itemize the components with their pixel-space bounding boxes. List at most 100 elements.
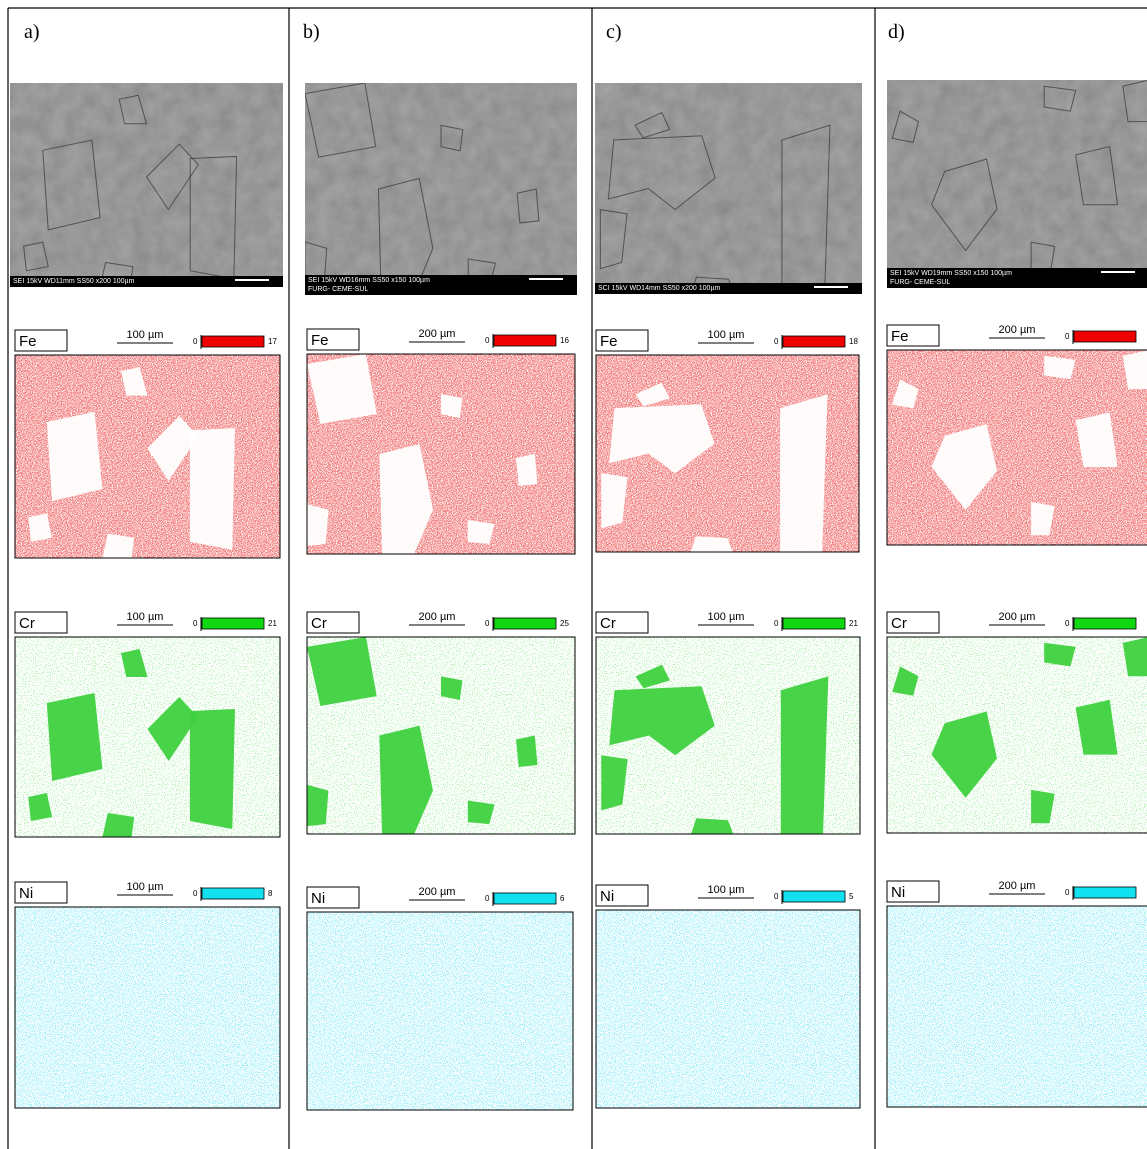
colorbar	[494, 335, 556, 346]
element-map: Cr100 µm021	[15, 611, 280, 837]
map-phase	[1044, 356, 1075, 379]
colorbar-max: 21	[849, 619, 858, 628]
element-map: Ni 100 µm 0 8	[15, 881, 280, 1108]
element-label: Cr	[891, 615, 907, 632]
sem-texture	[10, 83, 283, 287]
scale-label: 200 µm	[419, 886, 456, 898]
map-phase	[780, 394, 827, 552]
map-phase	[47, 412, 103, 501]
colorbar-max: 16	[560, 336, 569, 345]
element-map: Fe100 µm018	[596, 329, 859, 552]
map-image	[887, 350, 1147, 545]
sem-footer-text: FURG- CEME-SUL	[890, 279, 950, 286]
colorbar	[783, 891, 845, 902]
map-image	[15, 907, 280, 1108]
map-image	[887, 906, 1147, 1107]
scale-label: 200 µm	[419, 328, 456, 340]
map-phase	[190, 709, 235, 829]
element-label: Fe	[19, 333, 37, 350]
sem-image: SEI 15kV WD11mm SS50 x200 100µm	[10, 83, 283, 287]
colorbar-max: 18	[849, 337, 858, 346]
panel-label: b)	[303, 21, 320, 43]
colorbar-min: 0	[774, 619, 779, 628]
sem-image: SEI 15kV WD19mm SS50 x150 100µm FURG- CEM…	[887, 80, 1147, 288]
panel-label: a)	[24, 21, 40, 43]
colorbar-max: 8	[268, 889, 273, 898]
map-phase	[47, 693, 103, 781]
map-image	[596, 637, 860, 834]
scale-label: 200 µm	[999, 611, 1036, 623]
panel: d) SEI 15kV WD19mm SS50 x150 100µm FURG- C…	[887, 21, 1147, 1107]
colorbar	[1074, 887, 1136, 898]
element-label: Cr	[311, 615, 327, 632]
map-phase	[307, 504, 328, 546]
element-map: Fe 200 µm 0 16	[307, 328, 575, 554]
colorbar-min: 0	[1065, 332, 1070, 341]
colorbar	[494, 893, 556, 904]
map-phase	[102, 534, 134, 558]
sem-footer-text: SCI 15kV WD14mm SS50 x200 100µm	[598, 285, 720, 292]
element-label: Ni	[311, 890, 325, 907]
scale-label: 100 µm	[708, 884, 745, 896]
element-label: Fe	[600, 333, 618, 350]
scale-label: 100 µm	[127, 881, 164, 893]
element-label: Cr	[19, 615, 35, 632]
colorbar	[202, 888, 264, 899]
map-image	[307, 354, 575, 554]
map-phase	[516, 736, 537, 768]
colorbar-max: 17	[268, 337, 277, 346]
colorbar	[494, 618, 556, 629]
colorbar	[783, 336, 845, 347]
colorbar-min: 0	[774, 892, 779, 901]
map-phase	[102, 813, 134, 837]
scale-label: 200 µm	[419, 611, 456, 623]
page: {"panels": [ {"label": "a)", "sem_footer…	[0, 0, 1147, 1149]
map-image	[307, 912, 573, 1110]
sem-footer-text: FURG- CEME-SUL	[308, 286, 368, 293]
colorbar-min: 0	[193, 337, 198, 346]
colorbar-min: 0	[485, 619, 490, 628]
colorbar-min: 0	[193, 889, 198, 898]
map-texture	[15, 907, 280, 1108]
sem-image: SCI 15kV WD14mm SS50 x200 100µm	[595, 83, 862, 294]
map-phase	[1044, 643, 1075, 667]
map-phase	[190, 428, 235, 550]
colorbar-max: 6	[560, 894, 565, 903]
sem-footer-text: SEI 15kV WD19mm SS50 x150 100µm	[890, 270, 1012, 277]
element-map: Fe 100 µm 0 17	[15, 329, 280, 558]
element-label: Fe	[311, 332, 329, 349]
map-phase	[307, 785, 328, 826]
colorbar	[202, 336, 264, 347]
scale-label: 100 µm	[708, 329, 745, 341]
element-map: Cr200 µm025	[307, 611, 575, 834]
element-label: Ni	[600, 888, 614, 905]
scale-label: 100 µm	[127, 611, 164, 623]
map-image	[15, 637, 280, 837]
element-label: Fe	[891, 328, 909, 345]
panel: a) SEI 15kV WD11mm SS50 x200 100µm Fe 100 µ…	[10, 21, 283, 1108]
colorbar	[1074, 331, 1136, 342]
map-image	[596, 355, 859, 552]
colorbar-min: 0	[193, 619, 198, 628]
panel: b) SEI 15kV WD16mm SS50 x150 100µm FURG- C…	[303, 21, 577, 1110]
sem-image: SEI 15kV WD16mm SS50 x150 100µm FURG- CEM…	[305, 83, 577, 295]
colorbar-min: 0	[1065, 619, 1070, 628]
colorbar	[1074, 618, 1136, 629]
map-texture	[596, 910, 860, 1108]
sem-footer-text: SEI 15kV WD16mm SS50 x150 100µm	[308, 277, 430, 284]
colorbar-min: 0	[485, 336, 490, 345]
map-image	[887, 637, 1147, 833]
element-map: Cr 200 µm 0	[887, 611, 1147, 833]
element-label: Ni	[19, 885, 33, 902]
colorbar	[202, 618, 264, 629]
map-phase	[691, 818, 733, 834]
map-image	[15, 355, 280, 558]
colorbar-min: 0	[485, 894, 490, 903]
scale-label: 100 µm	[127, 329, 164, 341]
panel-label: d)	[888, 21, 905, 43]
map-phase	[516, 454, 537, 486]
